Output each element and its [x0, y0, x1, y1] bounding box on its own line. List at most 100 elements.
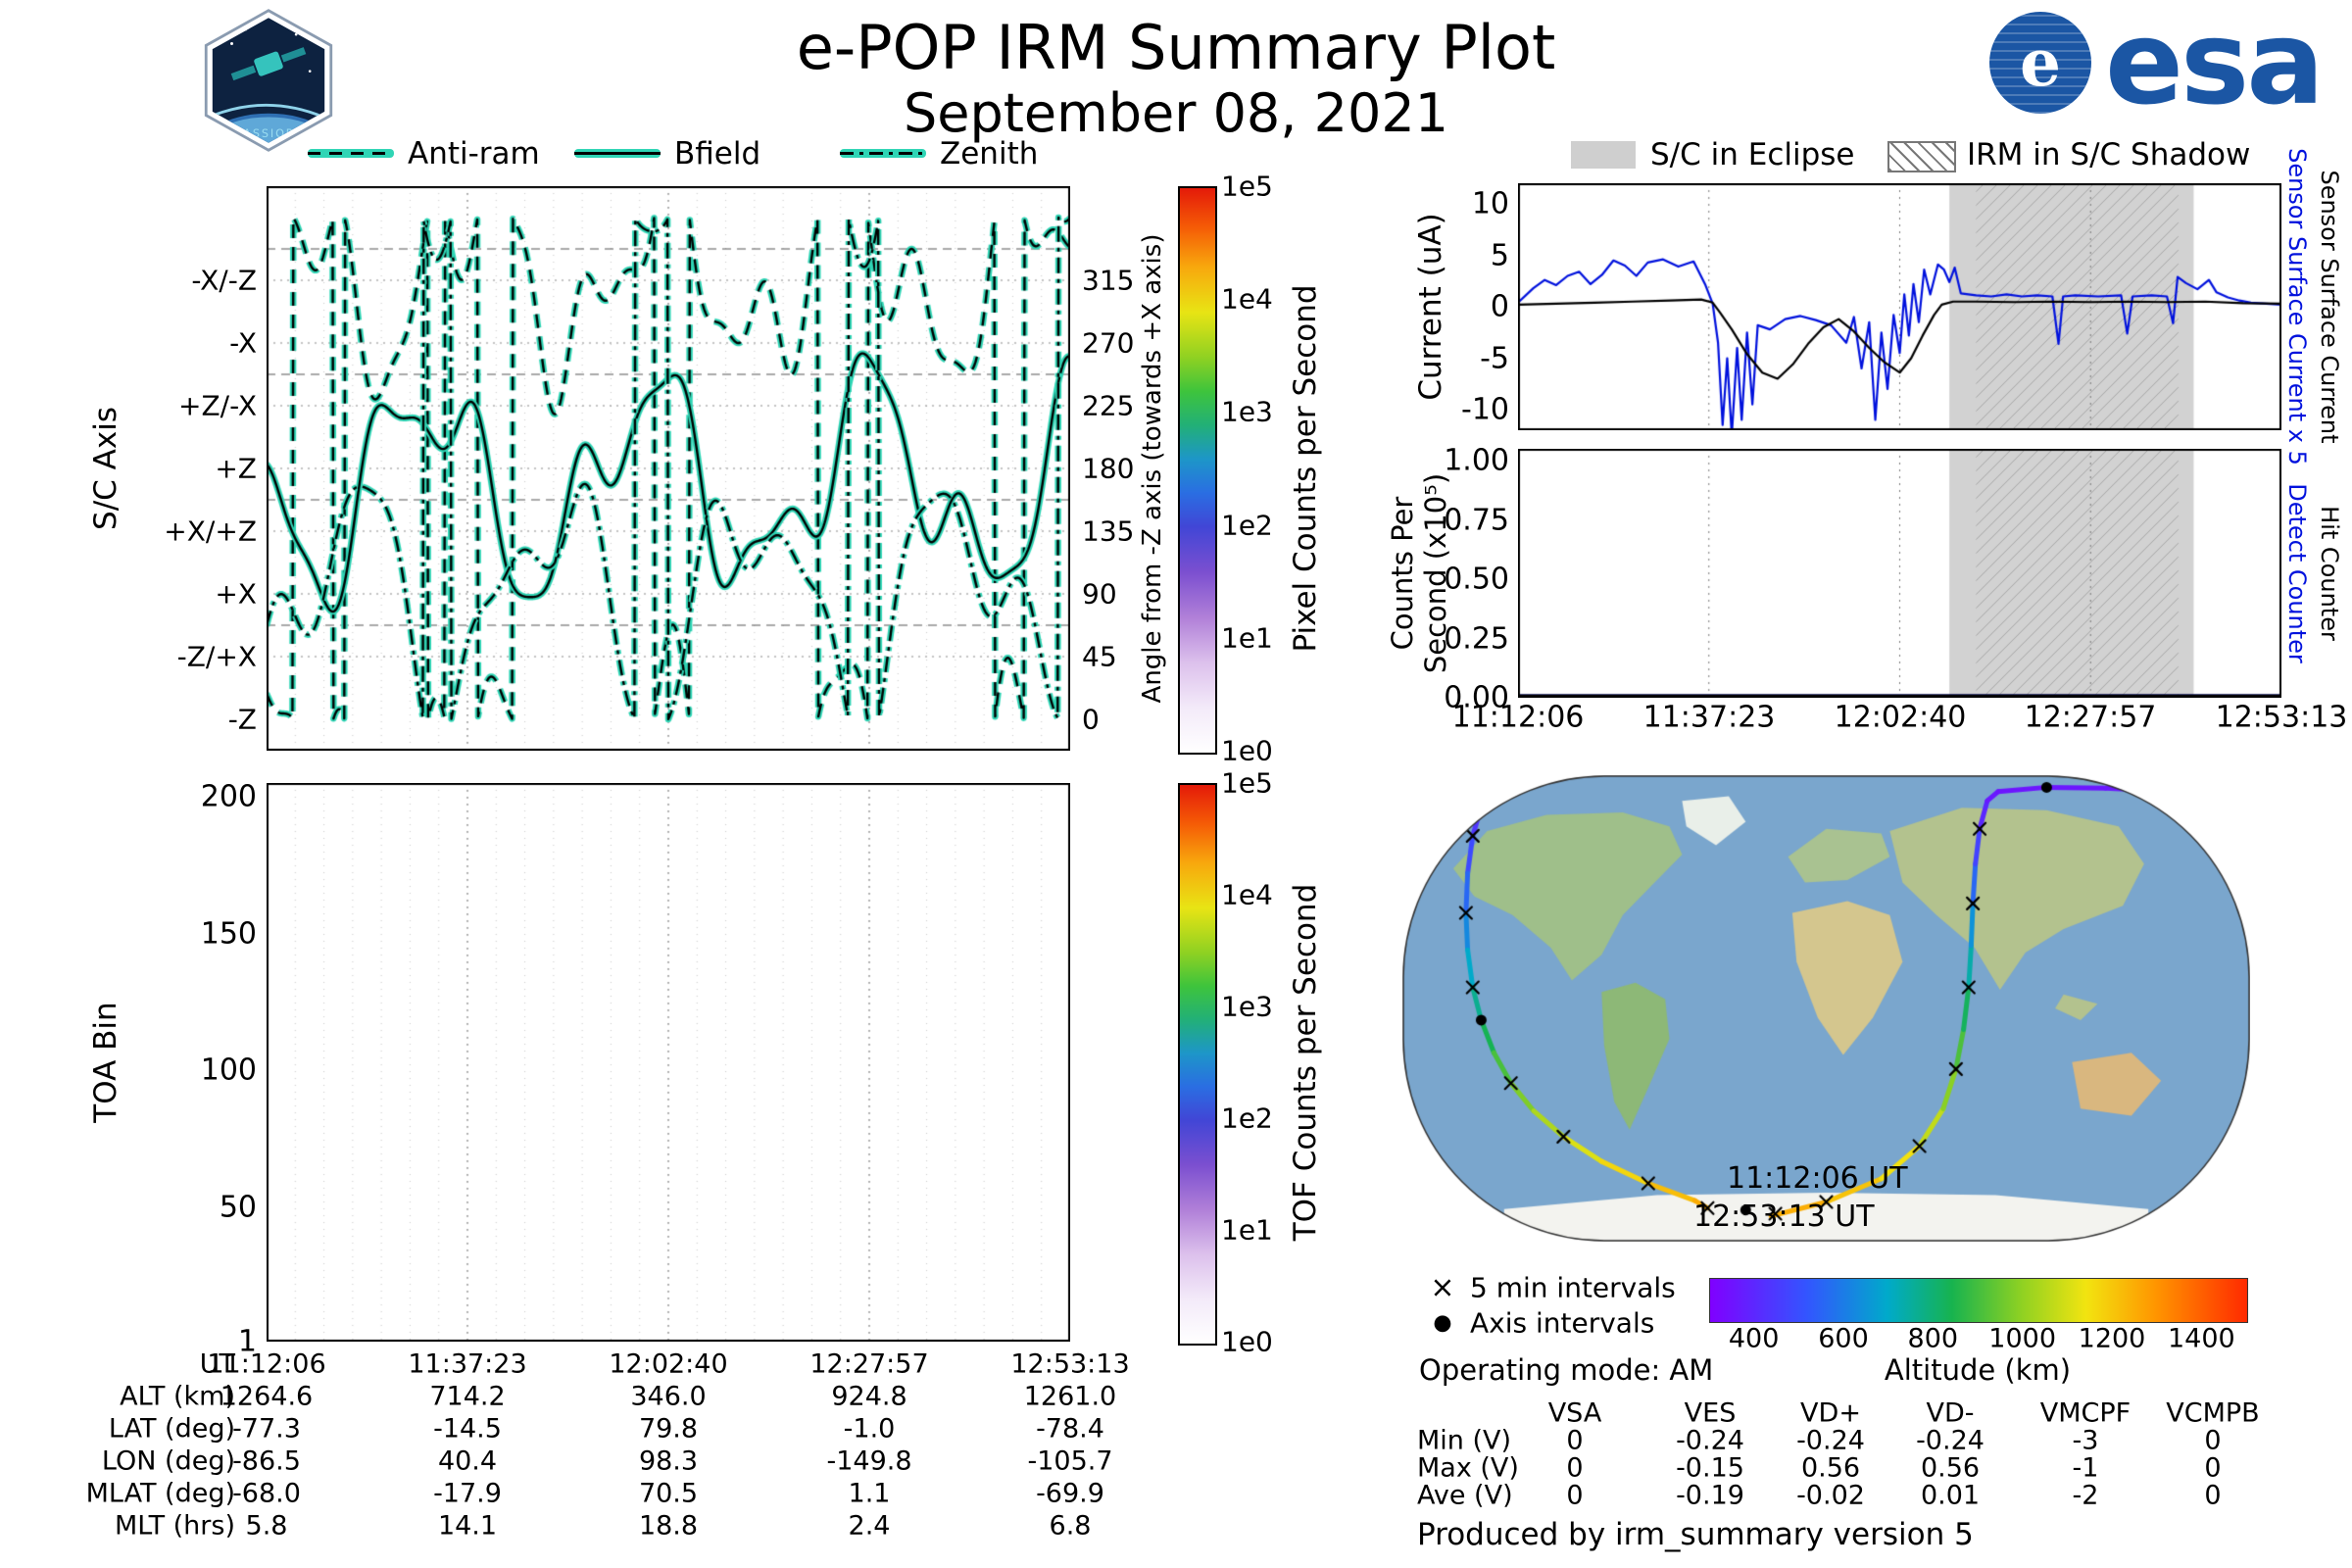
ephemeris-value: -77.3: [232, 1413, 301, 1445]
ephemeris-value: 11:12:06: [207, 1348, 326, 1380]
produced-by-text: Produced by irm_summary version 5: [1417, 1517, 1974, 1552]
angle-axis-tick: 225: [1082, 389, 1135, 422]
pixel-colorbar-tick: 1e2: [1221, 509, 1273, 542]
voltage-row-label: Max (V): [1417, 1452, 1519, 1484]
toa-ytick-label: 1: [237, 1324, 257, 1359]
voltage-value: 0.01: [1920, 1480, 1981, 1511]
voltage-value: -3: [2072, 1425, 2099, 1456]
voltage-column-header: VMCPF: [2039, 1397, 2132, 1429]
counts-ytick-label: 0.00: [1444, 680, 1509, 715]
groundtrack-map-canvas: [1402, 775, 2250, 1242]
voltage-value: 0.56: [1800, 1452, 1861, 1484]
voltage-value: -2: [2072, 1480, 2099, 1511]
tof-colorbar-tick: 1e1: [1221, 1213, 1273, 1247]
detect-counter-label: Detect Counter: [2283, 483, 2311, 663]
voltage-value: -0.24: [1796, 1425, 1865, 1456]
ephemeris-value: 11:37:23: [408, 1348, 527, 1380]
altitude-colorbar-label: Altitude (km): [1884, 1353, 2072, 1387]
counts-ytick-label: 0.25: [1444, 621, 1509, 657]
sensor-current-x5-label: Sensor Surface Current x 5: [2283, 148, 2311, 466]
altitude-colorbar-tick: 600: [1818, 1323, 1869, 1354]
tof-colorbar: [1178, 783, 1217, 1346]
x-marker-label: 5 min intervals: [1470, 1271, 1676, 1304]
altitude-colorbar: [1709, 1278, 2248, 1323]
pixel-colorbar: [1178, 186, 1217, 755]
ephemeris-value: 924.8: [831, 1381, 907, 1412]
time-xtick-label: 12:02:40: [1834, 700, 1967, 735]
ephemeris-row-label: UT: [199, 1348, 235, 1380]
current-ytick-label: 10: [1471, 186, 1509, 221]
toa-ytick-label: 50: [219, 1190, 257, 1225]
counts-plot-canvas: [1518, 449, 2281, 698]
voltage-value: -0.19: [1676, 1480, 1744, 1511]
voltage-value: -0.24: [1676, 1425, 1744, 1456]
tof-colorbar-tick: 1e4: [1221, 878, 1273, 911]
page-title: e-POP IRM Summary Plot: [796, 12, 1556, 83]
voltage-value: 0.56: [1920, 1452, 1981, 1484]
counts-ytick-label: 0.50: [1444, 562, 1509, 597]
time-xtick-label: 11:37:23: [1642, 700, 1776, 735]
ephemeris-value: 12:53:13: [1010, 1348, 1130, 1380]
counts-ylabel: Counts Per Second (x10⁵): [1386, 472, 1452, 674]
ephemeris-row-label: LON (deg): [101, 1446, 235, 1477]
altitude-colorbar-tick: 1000: [1988, 1323, 2057, 1354]
altitude-colorbar-tick: 400: [1728, 1323, 1780, 1354]
voltage-row-label: Min (V): [1417, 1425, 1512, 1456]
ephemeris-value: -69.9: [1036, 1478, 1104, 1509]
legend-label-zenith: Zenith: [940, 136, 1039, 172]
ephemeris-value: 5.8: [245, 1510, 288, 1542]
ephemeris-value: 346.0: [630, 1381, 707, 1412]
tof-colorbar-tick: 1e0: [1221, 1325, 1273, 1358]
toa-plot-canvas: [267, 783, 1070, 1342]
voltage-value: 0: [1566, 1452, 1584, 1484]
voltage-row-label: Ave (V): [1417, 1480, 1513, 1511]
shadow-legend-label: IRM in S/C Shadow: [1967, 137, 2251, 172]
pixel-colorbar-tick: 1e4: [1221, 282, 1273, 316]
attitude-ytick-label: -X: [229, 326, 257, 360]
voltage-column-header: VSA: [1547, 1397, 1602, 1429]
ephemeris-value: 79.8: [638, 1413, 699, 1445]
altitude-colorbar-tick: 1200: [2078, 1323, 2146, 1354]
legend-label-antiram: Anti-ram: [408, 136, 540, 172]
attitude-ytick-label: -Z/+X: [176, 640, 257, 673]
voltage-value: 0: [1566, 1425, 1584, 1456]
ephemeris-value: 40.4: [437, 1446, 498, 1477]
angle-axis-tick: 270: [1082, 326, 1135, 360]
ephemeris-row-label: MLT (hrs): [114, 1510, 235, 1542]
esa-emblem-icon: e: [1989, 12, 2091, 114]
toa-ytick-label: 150: [200, 916, 257, 952]
ephemeris-row-label: ALT (km): [120, 1381, 235, 1412]
counts-ytick-label: 1.00: [1444, 443, 1509, 478]
sensor-current-label: Sensor Surface Current: [2316, 170, 2343, 444]
counts-ytick-label: 0.75: [1444, 503, 1509, 538]
ephemeris-value: 1261.0: [1023, 1381, 1117, 1412]
time-xtick-label: 12:27:57: [2024, 700, 2157, 735]
voltage-value: -0.24: [1916, 1425, 1984, 1456]
map-annotation-end: 12:53:13 UT: [1693, 1200, 1875, 1234]
altitude-colorbar-tick: 800: [1907, 1323, 1959, 1354]
page-date: September 08, 2021: [903, 82, 1449, 144]
angle-axis-tick: 315: [1082, 264, 1135, 297]
current-plot-canvas: [1518, 183, 2281, 430]
time-xtick-label: 11:12:06: [1451, 700, 1585, 735]
voltage-value: 0: [2204, 1452, 2222, 1484]
toa-ytick-label: 100: [200, 1053, 257, 1088]
toa-ylabel: TOA Bin: [88, 1002, 123, 1123]
toa-ytick-label: 200: [200, 779, 257, 814]
pixel-colorbar-tick: 1e5: [1221, 170, 1273, 203]
attitude-ytick-label: +Z: [215, 452, 257, 485]
dot-marker-label: Axis intervals: [1470, 1306, 1655, 1340]
ephemeris-row-label: MLAT (deg): [85, 1478, 235, 1509]
map-annotation-start: 11:12:06 UT: [1727, 1161, 1908, 1196]
operating-mode-label: Operating mode: AM: [1419, 1353, 1714, 1387]
angle-axis-tick: 0: [1082, 703, 1100, 736]
ephemeris-value: 14.1: [437, 1510, 498, 1542]
angle-axis-tick: 135: [1082, 514, 1135, 548]
voltage-value: 0: [2204, 1480, 2222, 1511]
ephemeris-value: 6.8: [1049, 1510, 1092, 1542]
shadow-legend-swatch: [1887, 141, 1956, 172]
esa-logo: e esa: [1989, 5, 2325, 121]
tof-colorbar-tick: 1e5: [1221, 766, 1273, 800]
tof-colorbar-tick: 1e3: [1221, 990, 1273, 1023]
angle-axis-tick: 45: [1082, 640, 1117, 673]
